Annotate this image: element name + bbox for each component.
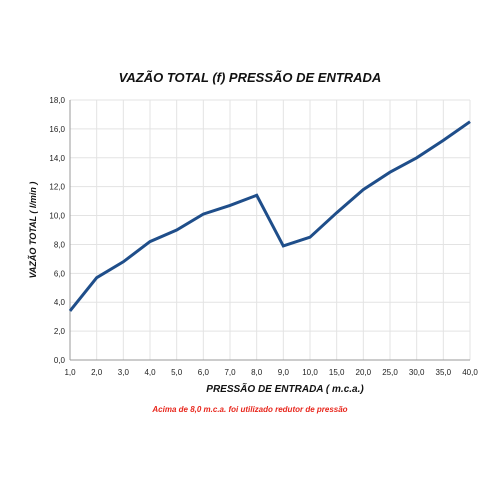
chart-note: Acima de 8,0 m.c.a. foi utilizado reduto… <box>152 405 348 414</box>
grid <box>70 99 471 360</box>
x-tick-label: 1,0 <box>64 368 76 377</box>
x-tick-label: 20,0 <box>356 368 372 377</box>
x-tick-label: 6,0 <box>198 368 210 377</box>
y-tick-label: 16,0 <box>49 125 65 134</box>
x-tick-label: 35,0 <box>436 368 452 377</box>
x-axis-label: PRESSÃO DE ENTRADA ( m.c.a.) <box>206 382 364 395</box>
series <box>68 120 471 312</box>
y-tick-label: 0,0 <box>54 356 66 365</box>
y-tick-label: 2,0 <box>54 327 66 336</box>
chart-title: VAZÃO TOTAL (f) PRESSÃO DE ENTRADA <box>118 70 382 85</box>
y-tick-label: 4,0 <box>54 298 66 307</box>
y-axis-label: VAZÃO TOTAL ( l/min ) <box>28 182 38 279</box>
x-tick-label: 7,0 <box>224 368 236 377</box>
x-tick-label: 9,0 <box>278 368 290 377</box>
y-tick-label: 18,0 <box>49 96 65 105</box>
x-tick-label: 40,0 <box>462 368 478 377</box>
x-tick-label: 30,0 <box>409 368 425 377</box>
series-line <box>68 120 471 312</box>
x-tick-label: 3,0 <box>118 368 130 377</box>
y-tick-label: 12,0 <box>49 183 65 192</box>
y-tick-label: 10,0 <box>49 212 65 221</box>
x-tick-label: 8,0 <box>251 368 263 377</box>
y-tick-labels: 0,0 2,0 4,0 6,0 8,0 10,0 12,0 14,0 16,0 18,0 <box>49 96 65 365</box>
x-tick-label: 10,0 <box>302 368 318 377</box>
x-tick-label: 2,0 <box>91 368 103 377</box>
y-tick-label: 14,0 <box>49 154 65 163</box>
x-tick-label: 5,0 <box>171 368 183 377</box>
y-tick-label: 8,0 <box>54 240 66 249</box>
x-tick-label: 25,0 <box>382 368 398 377</box>
y-tick-label: 6,0 <box>54 269 66 278</box>
x-tick-label: 4,0 <box>144 368 156 377</box>
x-tick-label: 15,0 <box>329 368 345 377</box>
axes <box>69 100 470 361</box>
x-tick-labels: 1,0 2,0 3,0 4,0 5,0 6,0 7,0 8,0 9,0 10,0 15,0 20,0 2… <box>64 368 478 377</box>
